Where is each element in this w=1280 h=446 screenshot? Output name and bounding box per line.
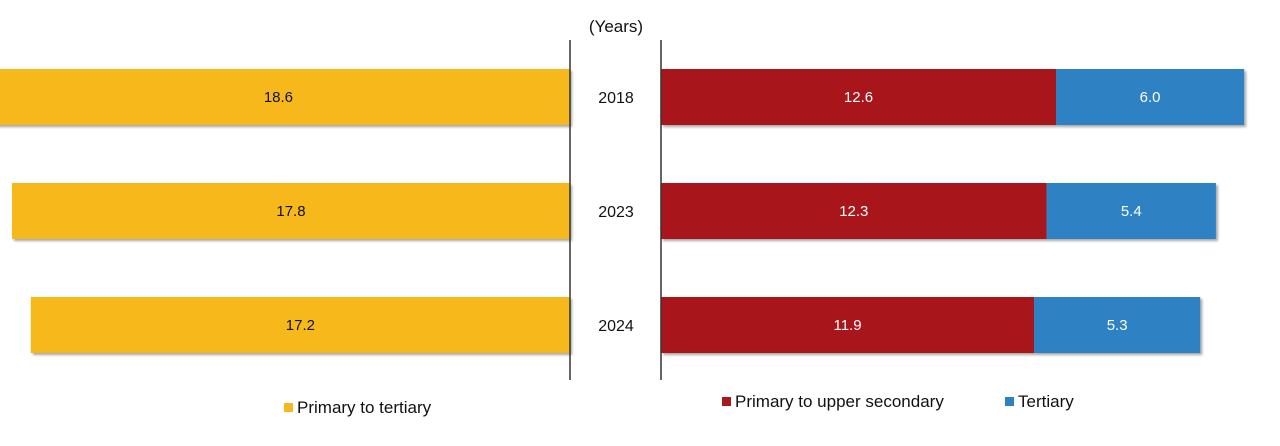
- data-label-primary-to-tertiary-2023: 17.8: [276, 203, 305, 220]
- data-label-tertiary-2023: 5.4: [1121, 203, 1142, 220]
- legend-tertiary-label: Tertiary: [1018, 392, 1074, 411]
- data-label-primary-to-tertiary-2024: 17.2: [286, 317, 315, 334]
- data-label-tertiary-2018: 6.0: [1140, 89, 1161, 106]
- category-label-2024: 2024: [598, 318, 634, 335]
- data-label-primary-to-upper-secondary-2023: 12.3: [839, 203, 868, 220]
- legend-primary-to-tertiary-label: Primary to tertiary: [297, 398, 432, 417]
- data-label-primary-to-upper-secondary-2018: 12.6: [844, 89, 873, 106]
- legend-primary-to-upper-secondary-swatch: [722, 397, 731, 406]
- data-label-primary-to-tertiary-2018: 18.6: [264, 89, 293, 106]
- category-label-2018: 2018: [598, 90, 634, 107]
- bar-primary-to-upper-secondary-2024: [661, 297, 1035, 353]
- legend-primary-to-upper-secondary-label: Primary to upper secondary: [735, 392, 944, 411]
- bar-tertiary-2024: [1034, 297, 1201, 353]
- bar-primary-to-tertiary-2023: [11, 183, 571, 239]
- bar-primary-to-tertiary-2024: [30, 297, 570, 353]
- data-label-tertiary-2024: 5.3: [1107, 317, 1128, 334]
- legend-tertiary-swatch: [1005, 397, 1014, 406]
- bar-primary-to-tertiary-2018: [0, 69, 570, 125]
- bar-tertiary-2023: [1046, 183, 1216, 239]
- category-label-2023: 2023: [598, 204, 634, 221]
- data-label-primary-to-upper-secondary-2024: 11.9: [833, 317, 861, 334]
- bar-primary-to-upper-secondary-2023: [661, 183, 1047, 239]
- unit-label: (Years): [589, 17, 643, 36]
- legend-primary-to-tertiary-swatch: [284, 403, 293, 412]
- bar-tertiary-2018: [1056, 69, 1245, 125]
- bar-primary-to-upper-secondary-2018: [661, 69, 1057, 125]
